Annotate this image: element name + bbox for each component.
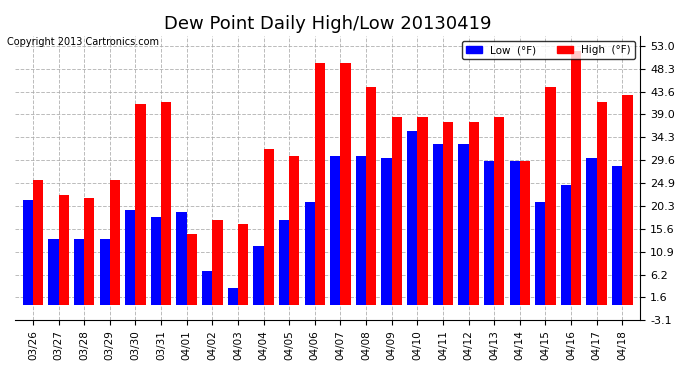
Bar: [99, 239, 110, 305]
Bar: [177, 212, 187, 305]
Bar: [433, 144, 443, 305]
Bar: [469, 122, 479, 305]
Bar: [520, 161, 530, 305]
Bar: [571, 51, 582, 305]
Bar: [494, 117, 504, 305]
Bar: [340, 63, 351, 305]
Bar: [253, 246, 264, 305]
Bar: [366, 87, 376, 305]
Bar: [586, 158, 597, 305]
Bar: [417, 117, 428, 305]
Text: Copyright 2013 Cartronics.com: Copyright 2013 Cartronics.com: [7, 37, 159, 47]
Bar: [135, 105, 146, 305]
Title: Dew Point Daily High/Low 20130419: Dew Point Daily High/Low 20130419: [164, 15, 491, 33]
Bar: [202, 271, 213, 305]
Bar: [392, 117, 402, 305]
Bar: [407, 131, 417, 305]
Bar: [443, 122, 453, 305]
Legend: Low  (°F), High  (°F): Low (°F), High (°F): [462, 41, 635, 60]
Bar: [228, 288, 238, 305]
Bar: [382, 158, 392, 305]
Bar: [161, 102, 171, 305]
Bar: [546, 87, 555, 305]
Bar: [151, 217, 161, 305]
Bar: [561, 185, 571, 305]
Bar: [33, 180, 43, 305]
Bar: [612, 166, 622, 305]
Bar: [304, 202, 315, 305]
Bar: [458, 144, 469, 305]
Bar: [622, 95, 633, 305]
Bar: [264, 148, 274, 305]
Bar: [331, 156, 340, 305]
Bar: [59, 195, 69, 305]
Bar: [289, 156, 299, 305]
Bar: [74, 239, 84, 305]
Bar: [125, 210, 135, 305]
Bar: [84, 198, 95, 305]
Bar: [315, 63, 325, 305]
Bar: [23, 200, 33, 305]
Bar: [597, 102, 607, 305]
Bar: [187, 234, 197, 305]
Bar: [535, 202, 546, 305]
Bar: [213, 219, 223, 305]
Bar: [484, 161, 494, 305]
Bar: [510, 161, 520, 305]
Bar: [279, 219, 289, 305]
Bar: [356, 156, 366, 305]
Bar: [48, 239, 59, 305]
Bar: [110, 180, 120, 305]
Bar: [238, 225, 248, 305]
